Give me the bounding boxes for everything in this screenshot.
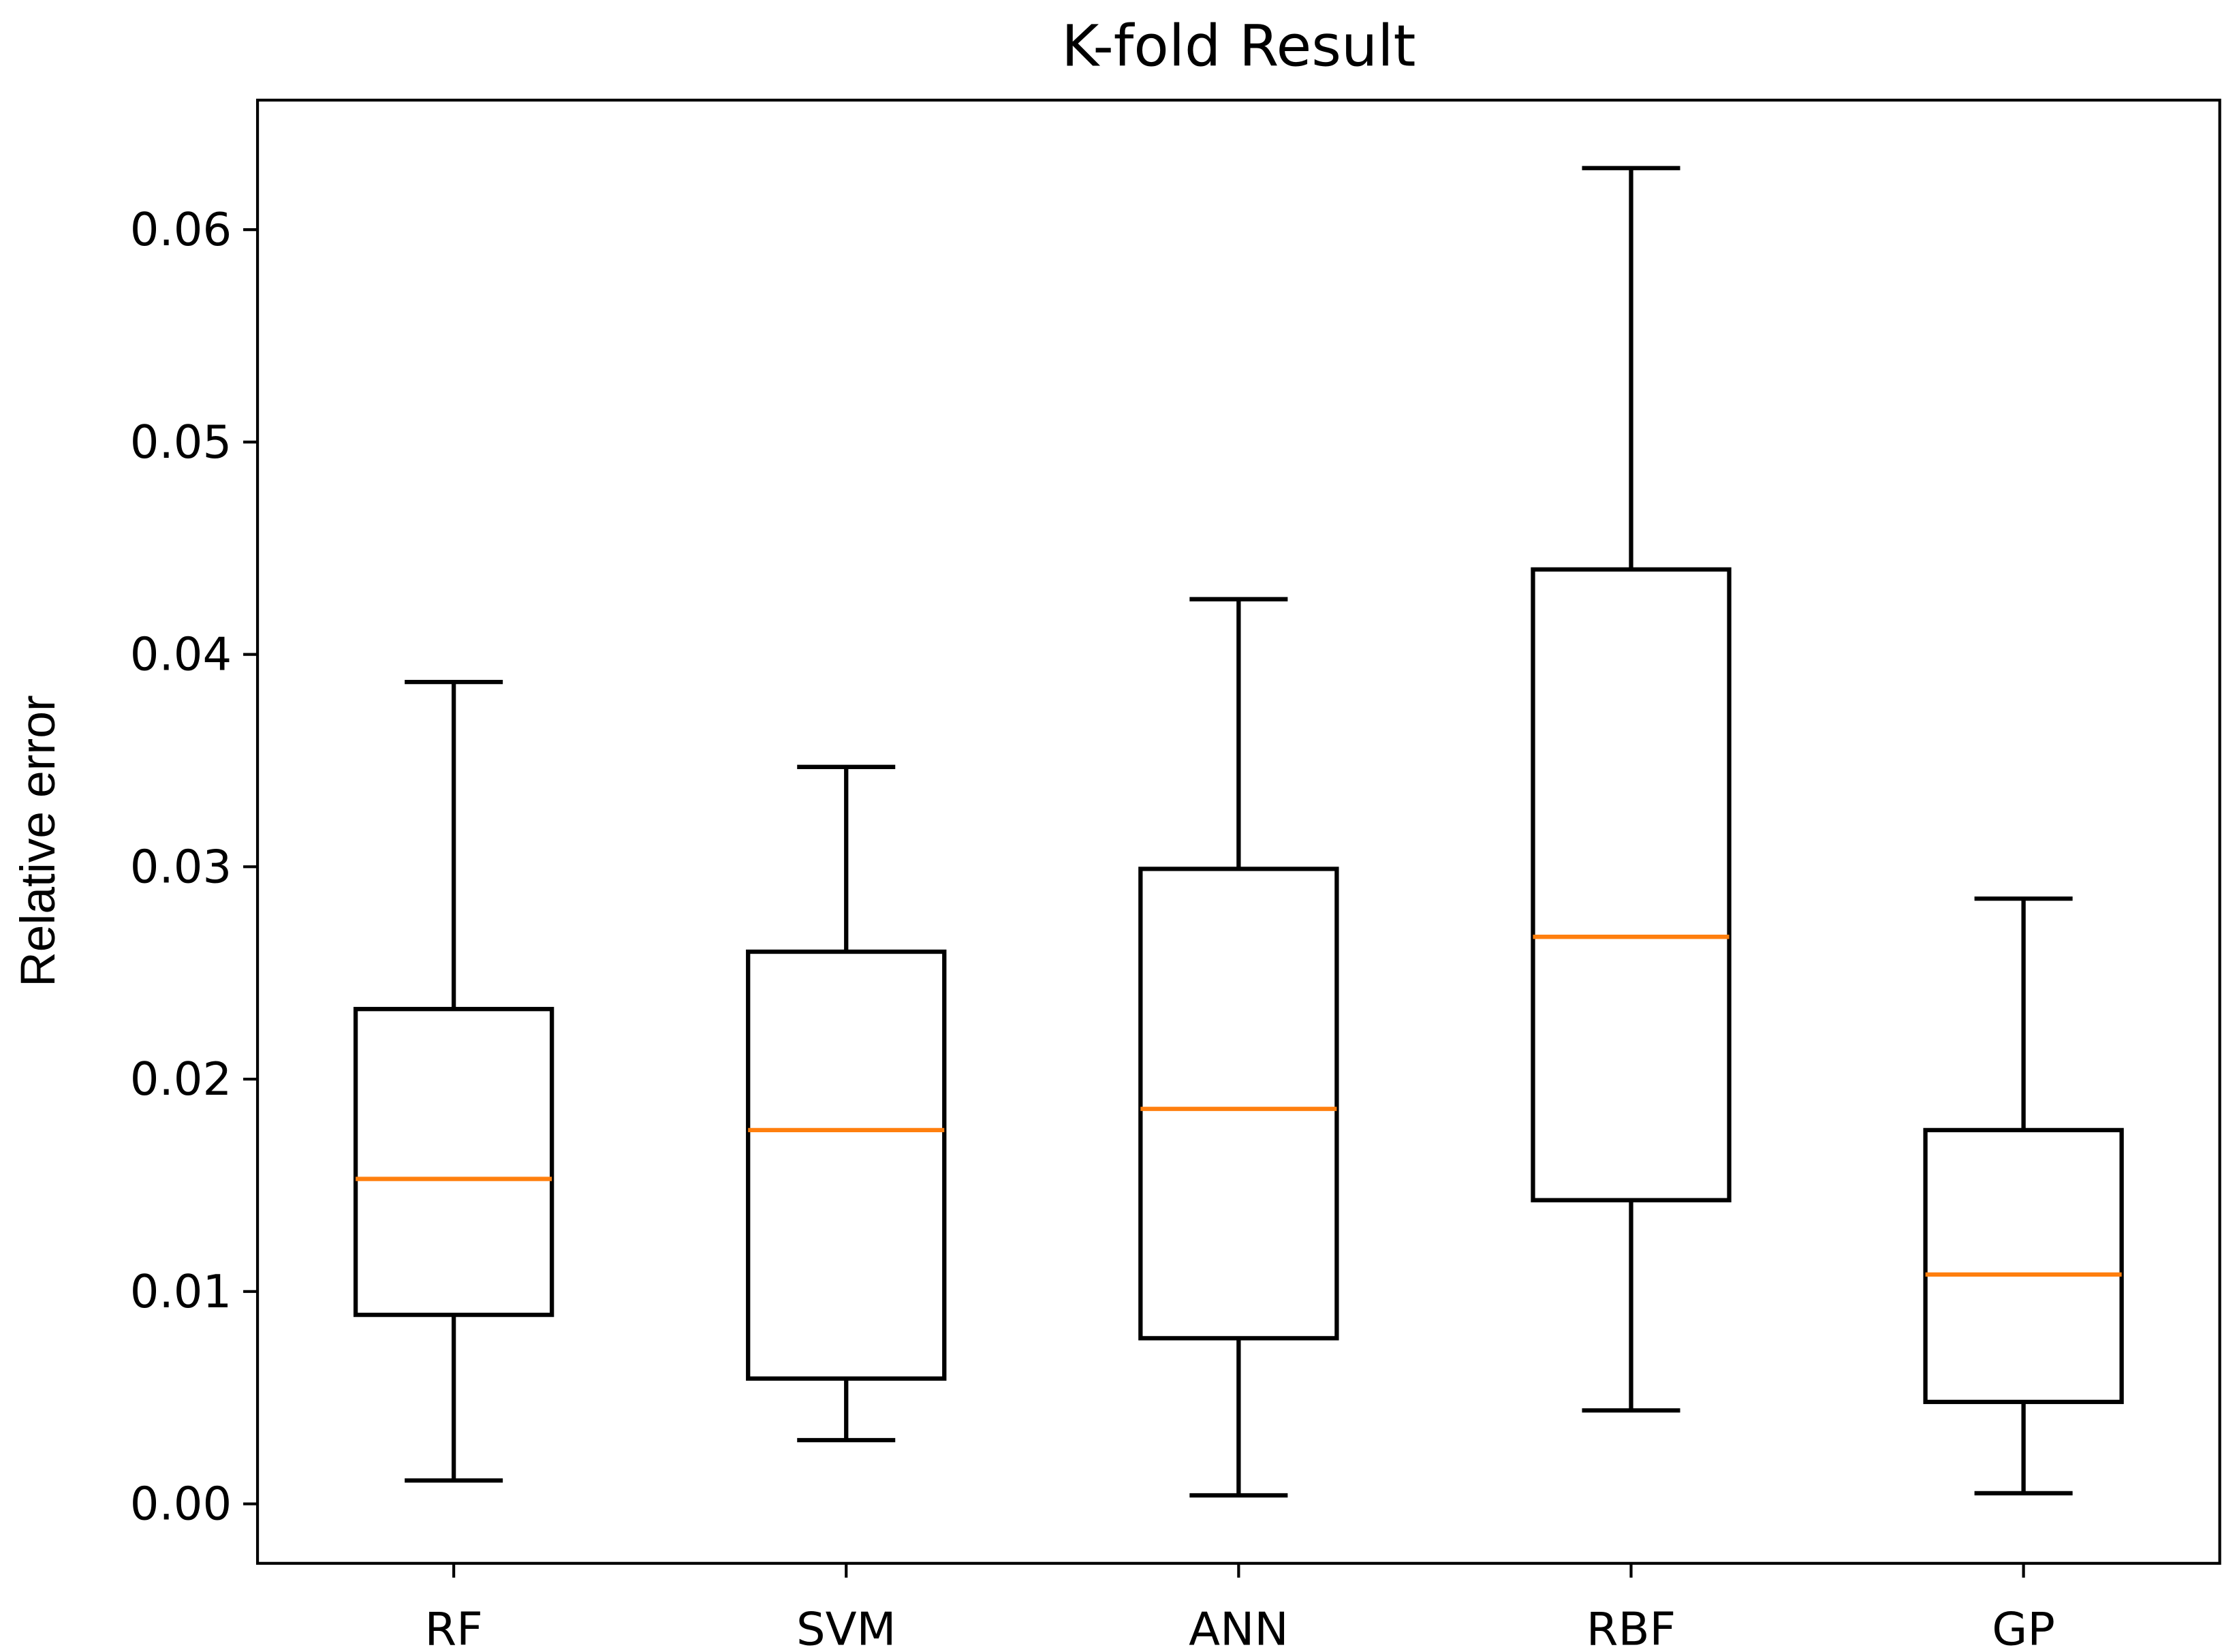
x-tick-label: ANN [1189,1603,1288,1652]
x-tick-label: RF [424,1603,482,1652]
y-tick-label: 0.04 [130,628,232,681]
box [1138,867,1339,1341]
y-tick-label: 0.02 [130,1053,232,1106]
x-tick-label: GP [1992,1603,2055,1652]
y-tick-label: 0.06 [130,203,232,256]
y-tick-label: 0.00 [130,1478,232,1531]
y-tick-label: 0.01 [130,1265,232,1318]
box [1923,1127,2124,1405]
x-tick-label: RBF [1586,1603,1676,1652]
box [1531,567,1732,1202]
y-tick-label: 0.03 [130,840,232,893]
y-axis-label: Relative error [11,695,65,986]
box [353,1007,554,1318]
chart-title: K-fold Result [1061,13,1415,80]
box [746,949,947,1381]
y-tick-label: 0.05 [130,416,232,469]
x-tick-label: SVM [796,1603,896,1652]
